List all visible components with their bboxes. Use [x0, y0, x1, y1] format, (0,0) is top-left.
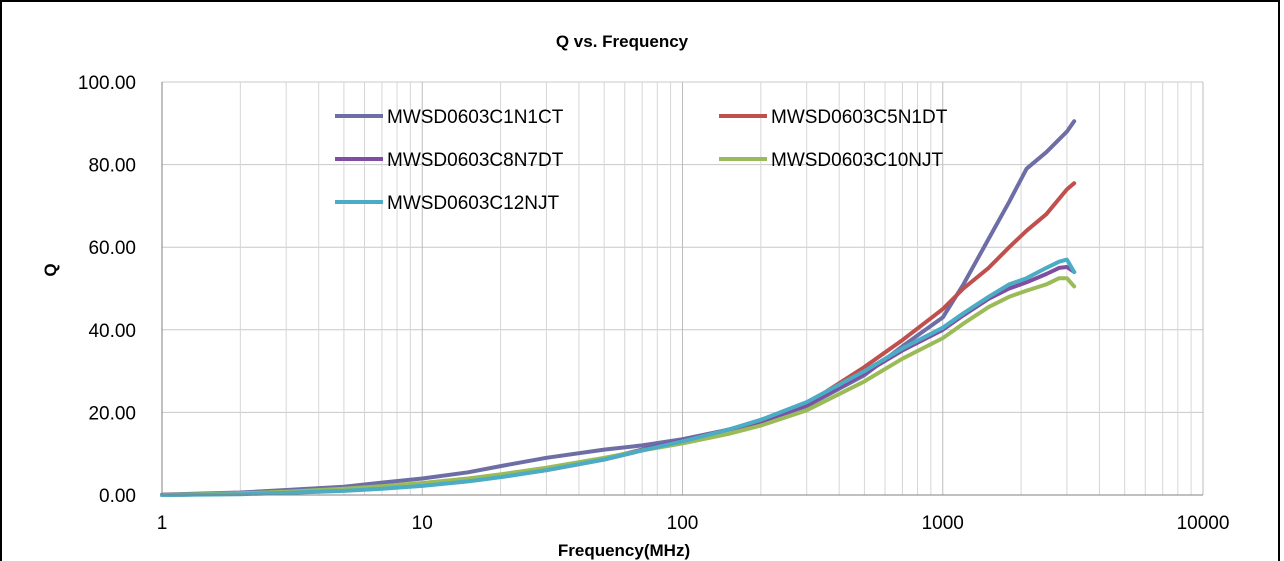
x-tick-label: 1	[157, 513, 168, 534]
legend-label: MWSD0603C1N1CT	[387, 107, 564, 128]
y-tick-label: 80.00	[88, 156, 136, 177]
legend-label: MWSD0603C5N1DT	[771, 107, 948, 128]
series-line	[160, 119, 1077, 497]
y-tick-label: 0.00	[99, 486, 136, 507]
series-line	[160, 276, 1077, 497]
x-axis-label: Frequency(MHz)	[558, 541, 690, 560]
y-tick-label: 100.00	[78, 73, 136, 94]
legend-label: MWSD0603C8N7DT	[387, 150, 564, 171]
legend-label: MWSD0603C12NJT	[387, 193, 559, 214]
y-tick-label: 20.00	[88, 403, 136, 424]
y-axis-label: Q	[41, 263, 60, 276]
x-tick-label: 1000	[922, 513, 964, 534]
x-tick-label: 100	[667, 513, 699, 534]
x-tick-label: 10000	[1177, 513, 1230, 534]
legend-label: MWSD0603C10NJT	[771, 150, 943, 171]
grid-lines	[161, 81, 1204, 496]
series-lines	[160, 119, 1077, 497]
chart-title: Q vs. Frequency	[556, 32, 689, 51]
tick-labels: 0.00 20.00 40.00 60.00 80.00 100.00 1 10 100 1000…	[78, 73, 1230, 534]
series-line	[160, 265, 1077, 497]
legend: MWSD0603C1N1CT MWSD0603C5N1DT MWSD0603C8N7…	[335, 107, 948, 214]
series-line	[160, 257, 1077, 497]
axes	[161, 82, 1203, 496]
y-tick-label: 60.00	[88, 238, 136, 259]
y-tick-label: 40.00	[88, 321, 136, 342]
x-tick-label: 10	[412, 513, 433, 534]
